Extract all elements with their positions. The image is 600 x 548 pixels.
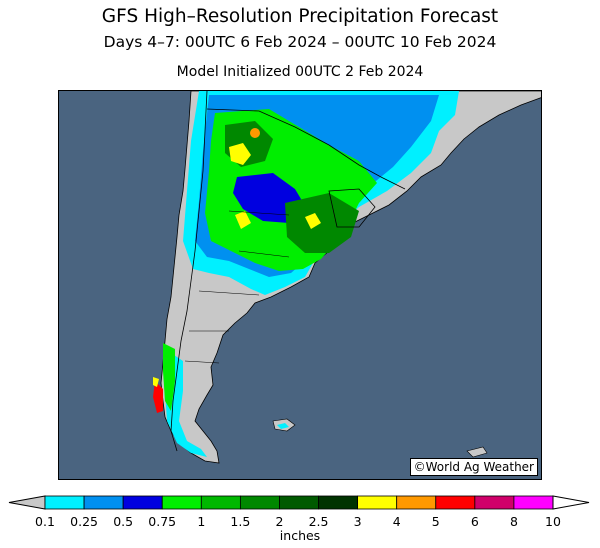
- colorbar-segment: [435, 495, 476, 510]
- precip-south-red: [153, 381, 163, 413]
- model-init-time: Model Initialized 00UTC 2 Feb 2024: [176, 64, 424, 80]
- precip-3-north: [229, 143, 251, 165]
- south-georgia-island: [466, 446, 488, 458]
- precip-3-east: [305, 213, 321, 229]
- colorbar-tick-label: 1.5: [230, 514, 251, 529]
- colorbar-segment: [161, 495, 202, 510]
- colorbar-tick-label: 0.25: [70, 514, 98, 529]
- precipitation-map: ©World Ag Weather: [58, 90, 542, 480]
- colorbar-under: [8, 495, 46, 510]
- colorbar-tick-label: 1: [197, 514, 206, 529]
- colorbar-segment: [200, 495, 241, 510]
- colorbar-tick-label: 8: [509, 514, 518, 529]
- colorbar-segment: [239, 495, 280, 510]
- falkland-islands-precip: [277, 423, 289, 429]
- border-uruguay: [328, 188, 376, 228]
- border-argentina-north: [206, 108, 406, 190]
- map-svg: [59, 91, 541, 479]
- border-chile-argentina: [170, 91, 208, 452]
- colorbar-tick-label: 0.1: [35, 514, 55, 529]
- forecast-period: Days 4–7: 00UTC 6 Feb 2024 – 00UTC 10 Fe…: [103, 33, 497, 51]
- colorbar-segment: [44, 495, 85, 510]
- precip-south-green: [163, 343, 175, 411]
- colorbar-segment: [122, 495, 163, 510]
- precip-4-spot: [250, 128, 260, 138]
- colorbar-tick-label: 6: [470, 514, 479, 529]
- colorbar-segment: [318, 495, 359, 510]
- colorbar-tick-label: 5: [431, 514, 440, 529]
- colorbar-segment: [513, 495, 554, 510]
- colorbar-tick-label: 10: [545, 514, 561, 529]
- units-label: inches: [279, 528, 321, 543]
- precip-0.1-south: [165, 353, 207, 457]
- colorbar-tick-label: 4: [392, 514, 401, 529]
- colorbar-segment: [83, 495, 124, 510]
- colorbar-segment: [279, 495, 319, 510]
- colorbar-tick-label: 3: [353, 514, 362, 529]
- colorbar-tick-label: 2: [275, 514, 284, 529]
- colorbar-segment: [357, 495, 398, 510]
- border-provinces: [184, 210, 290, 364]
- colorbar-tick-label: 0.5: [113, 514, 134, 529]
- precip-1.5: [285, 193, 359, 253]
- colorbar-over: [552, 495, 590, 510]
- precip-south-yellow: [153, 377, 159, 387]
- colorbar-tick-label: 2.5: [308, 514, 329, 529]
- colorbar-segment: [474, 495, 515, 510]
- colorbar-segment: [396, 495, 437, 510]
- precip-3-central: [235, 211, 251, 229]
- map-title: GFS High–Resolution Precipitation Foreca…: [101, 6, 499, 27]
- colorbar: [8, 495, 590, 510]
- map-credit: ©World Ag Weather: [409, 458, 538, 476]
- colorbar-tick-label: 0.75: [148, 514, 177, 529]
